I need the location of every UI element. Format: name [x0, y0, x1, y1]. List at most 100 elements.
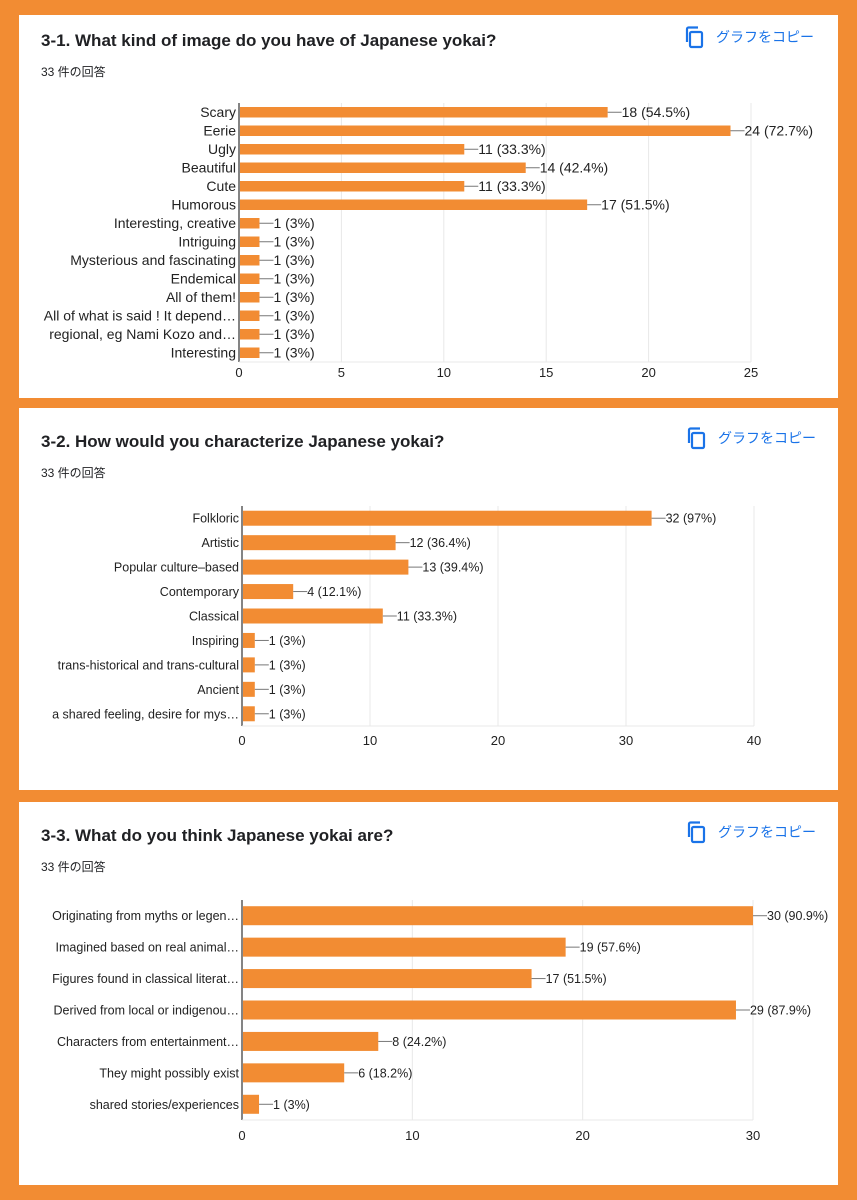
- bar[interactable]: [243, 584, 294, 600]
- response-count: 33 件の回答: [41, 65, 106, 79]
- chart-card-3-3: 3-3. What do you think Japanese yokai ar…: [19, 802, 838, 1185]
- category-label: All of what is said ! It depend…: [44, 307, 236, 323]
- bar[interactable]: [240, 199, 588, 211]
- category-label: Folkloric: [192, 512, 239, 526]
- chart-card-3-1: 3-1. What kind of image do you have of J…: [19, 15, 838, 398]
- bar[interactable]: [240, 107, 608, 118]
- x-tick-label: 0: [235, 365, 242, 380]
- copy-chart-label: グラフをコピー: [716, 29, 814, 45]
- data-label: 17 (51.5%): [601, 196, 669, 212]
- bar[interactable]: [240, 292, 260, 303]
- category-label: a shared feeling, desire for mys…: [52, 707, 239, 721]
- category-label: Intriguing: [178, 233, 236, 249]
- x-tick-label: 40: [747, 733, 761, 748]
- copy-chart-button[interactable]: グラフをコピー: [686, 426, 816, 450]
- bar[interactable]: [240, 347, 260, 359]
- category-label: Endemical: [171, 270, 236, 286]
- data-label: 29 (87.9%): [750, 1004, 811, 1018]
- data-label: 1 (3%): [273, 289, 314, 305]
- category-label: Originating from myths or legen…: [52, 909, 239, 923]
- bar[interactable]: [243, 1031, 379, 1051]
- bar[interactable]: [243, 906, 753, 926]
- bar-chart-3-3: 0 10 20 30 Originating from myths or legen… 3…: [52, 900, 828, 1143]
- bar[interactable]: [243, 657, 255, 673]
- bar[interactable]: [243, 681, 255, 697]
- bar[interactable]: [240, 144, 465, 155]
- bar[interactable]: [243, 510, 652, 526]
- category-label: regional, eg Nami Kozo and…: [49, 326, 236, 342]
- bar[interactable]: [243, 535, 396, 551]
- bar[interactable]: [243, 632, 255, 648]
- bar[interactable]: [240, 162, 526, 174]
- data-label: 1 (3%): [269, 683, 306, 697]
- chart-title: 3-2. How would you characterize Japanese…: [41, 432, 445, 451]
- category-label: Popular culture–based: [114, 561, 239, 575]
- data-label: 1 (3%): [269, 658, 306, 672]
- bar-chart-3-1: 0 5 10 15 20 25 Scary 18 (54.5%) Eerie 24 (72.7%)…: [44, 103, 813, 380]
- x-tick-label: 5: [338, 365, 345, 380]
- bar[interactable]: [240, 181, 465, 192]
- x-tick-label: 20: [575, 1128, 589, 1143]
- bar[interactable]: [243, 1094, 260, 1114]
- data-label: 1 (3%): [273, 215, 314, 231]
- x-tick-label: 0: [238, 1128, 245, 1143]
- bar[interactable]: [243, 1000, 736, 1020]
- data-label: 8 (24.2%): [392, 1035, 446, 1049]
- category-label: Ugly: [208, 141, 236, 157]
- data-label: 11 (33.3%): [478, 141, 545, 157]
- category-label: All of them!: [166, 289, 236, 305]
- chart-title: 3-3. What do you think Japanese yokai ar…: [41, 826, 394, 845]
- bar[interactable]: [240, 236, 260, 248]
- chart-card-3-2: 3-2. How would you characterize Japanese…: [19, 408, 838, 790]
- copy-chart-label: グラフをコピー: [718, 824, 816, 840]
- data-label: 24 (72.7%): [745, 122, 813, 138]
- category-label: Mysterious and fascinating: [70, 252, 236, 268]
- bar[interactable]: [243, 969, 532, 989]
- category-label: Interesting, creative: [114, 215, 236, 231]
- chart-title: 3-1. What kind of image do you have of J…: [41, 31, 497, 50]
- bar-chart-3-2: 0 10 20 30 40 Folkloric 32 (97%) Artistic 12 (36…: [52, 506, 761, 748]
- x-tick-label: 30: [746, 1128, 760, 1143]
- data-label: 12 (36.4%): [410, 536, 471, 550]
- data-label: 14 (42.4%): [540, 159, 608, 175]
- bar[interactable]: [240, 310, 260, 322]
- bar[interactable]: [243, 1063, 345, 1083]
- bar[interactable]: [243, 608, 383, 624]
- copy-icon: [687, 427, 706, 450]
- bar[interactable]: [243, 937, 566, 957]
- x-tick-label: 20: [491, 733, 505, 748]
- data-label: 1 (3%): [273, 307, 314, 323]
- category-label: Classical: [189, 610, 239, 624]
- bar[interactable]: [243, 559, 409, 575]
- copy-icon: [687, 821, 706, 844]
- data-label: 32 (97%): [666, 512, 717, 526]
- x-tick-label: 25: [744, 365, 758, 380]
- category-label: trans-historical and trans-cultural: [58, 658, 239, 672]
- data-label: 18 (54.5%): [622, 104, 690, 120]
- copy-chart-button[interactable]: グラフをコピー: [686, 820, 816, 844]
- category-label: Cute: [206, 178, 236, 194]
- bar[interactable]: [240, 329, 260, 340]
- data-label: 6 (18.2%): [358, 1066, 412, 1080]
- category-label: They might possibly exist: [99, 1066, 239, 1080]
- x-tick-label: 10: [437, 365, 451, 380]
- data-label: 13 (39.4%): [422, 561, 483, 575]
- bar[interactable]: [240, 273, 260, 285]
- category-label: Characters from entertainment…: [57, 1035, 239, 1049]
- category-label: Interesting: [171, 344, 236, 360]
- data-label: 19 (57.6%): [580, 941, 641, 955]
- bar[interactable]: [240, 125, 731, 137]
- data-label: 1 (3%): [273, 233, 314, 249]
- data-label: 11 (33.3%): [478, 178, 545, 194]
- copy-chart-button[interactable]: グラフをコピー: [684, 25, 814, 49]
- category-label: Humorous: [171, 196, 236, 212]
- data-label: 4 (12.1%): [307, 585, 361, 599]
- category-label: Artistic: [202, 536, 240, 550]
- bar[interactable]: [243, 706, 255, 722]
- response-count: 33 件の回答: [41, 466, 106, 480]
- category-label: Beautiful: [182, 159, 236, 175]
- category-label: Ancient: [197, 683, 239, 697]
- data-label: 1 (3%): [269, 634, 306, 648]
- bar[interactable]: [240, 255, 260, 266]
- bar[interactable]: [240, 218, 260, 229]
